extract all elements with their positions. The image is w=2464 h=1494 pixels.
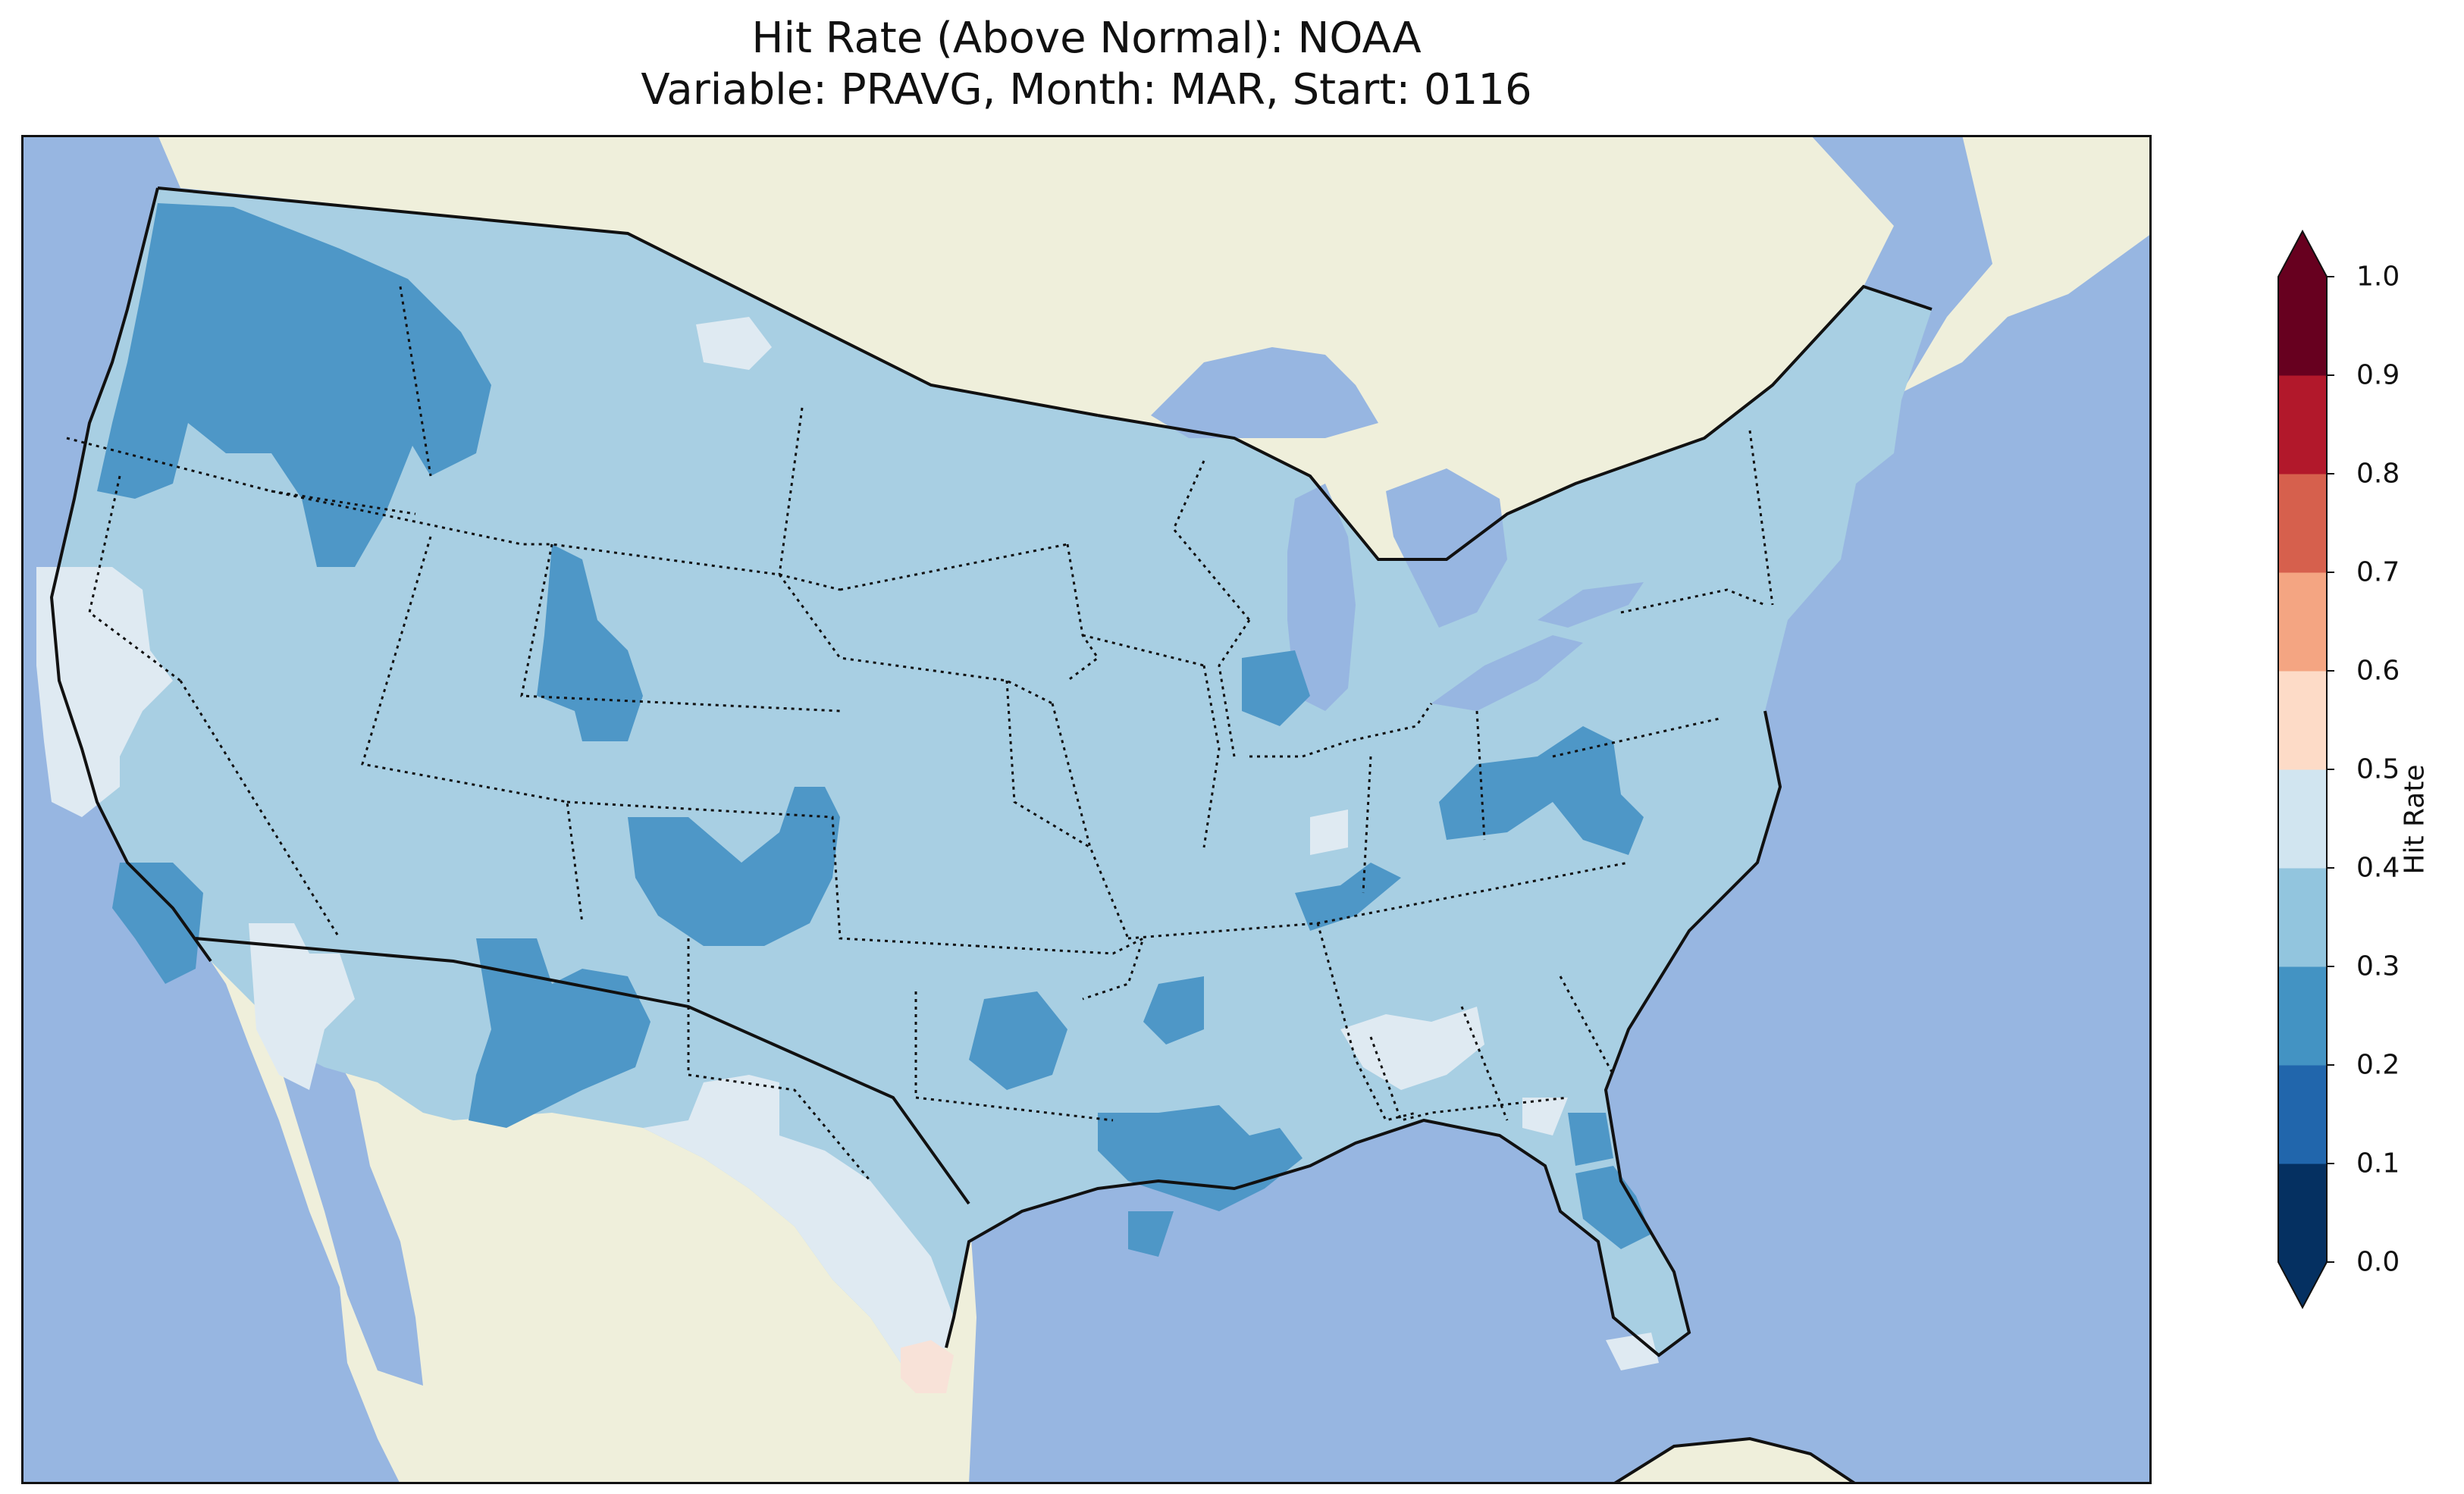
georgia-coast-low-hit — [1568, 1113, 1613, 1166]
oklahoma-low-hit — [969, 991, 1067, 1090]
louisiana-low-hit — [1128, 1211, 1174, 1257]
coastlines-and-borders — [49, 186, 1933, 1484]
tick-label: 0.2 — [2356, 1049, 2400, 1081]
tick-label: 0.8 — [2356, 458, 2400, 490]
ncal-high-hit — [36, 567, 173, 817]
tick-label: 0.7 — [2356, 556, 2400, 588]
idaho-panhandle-low-hit — [408, 279, 491, 476]
colorbar — [2277, 229, 2334, 1310]
nevada-high-hit — [249, 923, 355, 1090]
lake-ontario — [1538, 582, 1644, 628]
tick-label: 0.3 — [2356, 951, 2400, 982]
colorbar-extend-max — [2278, 231, 2327, 277]
colorbar-bin — [2278, 868, 2327, 967]
colorbar-bin — [2278, 572, 2327, 672]
map-frame — [21, 135, 2152, 1484]
wyoming-low-hit — [537, 544, 643, 741]
colorbar-bin — [2278, 277, 2327, 376]
north-florida-low-hit — [1575, 1166, 1651, 1249]
oregon-high-hit — [696, 317, 772, 370]
georgia-high-hit — [1522, 1098, 1568, 1135]
colorbar-bin — [2278, 375, 2327, 475]
maritimes-land — [1901, 135, 2152, 393]
illinois-high-hit — [1310, 810, 1348, 855]
tick-label: 0.6 — [2356, 655, 2400, 687]
ar-north-low-hit — [1143, 976, 1204, 1045]
hit-rate-0-4-0-5-cells — [36, 317, 1659, 1370]
colorbar-label: Hit Rate — [2399, 764, 2431, 875]
tick-label: 0.5 — [2356, 753, 2400, 785]
hit-rate-0-2-0-3-cells — [97, 203, 1651, 1257]
colorbar-bin — [2278, 769, 2327, 869]
texas-high-hit — [643, 1075, 954, 1363]
tick-label: 0.9 — [2356, 359, 2400, 391]
lake-erie — [1431, 635, 1583, 711]
lake-michigan — [1287, 484, 1356, 711]
tennessee-alabama-high-hit — [1340, 1007, 1484, 1090]
chart-title: Hit Rate (Above Normal): NOAA — [751, 14, 1422, 63]
colorbar-extend-min — [2278, 1262, 2327, 1308]
colorado-low-hit — [628, 787, 840, 946]
iowa-illinois-low-hit — [1242, 650, 1310, 726]
socal-low-hit — [112, 863, 203, 984]
tick-label: 0.0 — [2356, 1246, 2400, 1278]
chart-subtitle: Variable: PRAVG, Month: MAR, Start: 0116 — [641, 65, 1532, 114]
colorbar-bin — [2278, 1164, 2327, 1263]
utah-arizona-low-hit — [469, 938, 650, 1128]
lake-superior — [1151, 347, 1378, 438]
tick-label: 0.4 — [2356, 852, 2400, 884]
lake-huron — [1386, 468, 1507, 628]
canada-land — [158, 135, 1894, 559]
hit-rate-map — [21, 135, 2152, 1484]
colorbar-bin — [2278, 474, 2327, 573]
ohio-wv-low-hit — [1439, 726, 1644, 855]
tick-label: 0.1 — [2356, 1148, 2400, 1179]
colorbar-bin — [2278, 1065, 2327, 1164]
south-florida-high-hit — [1606, 1333, 1659, 1370]
colorbar-bin — [2278, 966, 2327, 1066]
state-borders — [66, 286, 1774, 1182]
ky-tn-low-hit — [1295, 863, 1401, 931]
tick-label: 1.0 — [2356, 261, 2400, 293]
washington-low-hit — [97, 203, 431, 567]
south-texas-highest-hit — [901, 1340, 954, 1393]
colorbar-bin — [2278, 671, 2327, 770]
